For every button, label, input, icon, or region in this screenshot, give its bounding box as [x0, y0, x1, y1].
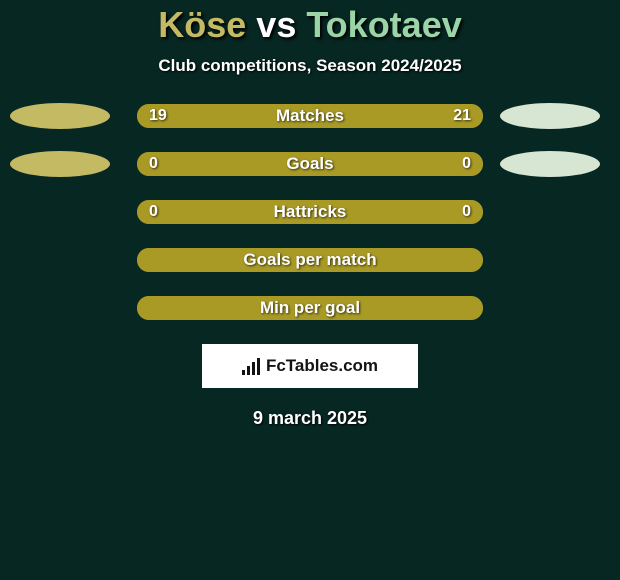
player2-ellipse-icon — [500, 103, 600, 129]
stat-label: Goals per match — [137, 250, 483, 270]
page-title: Köse vs Tokotaev — [158, 4, 461, 46]
player1-ellipse-icon — [10, 103, 110, 129]
title-player2: Tokotaev — [306, 4, 461, 45]
stat-label: Matches — [137, 106, 483, 126]
stat-bar: 00Goals — [137, 152, 483, 176]
player1-ellipse-icon — [10, 151, 110, 177]
stat-label: Goals — [137, 154, 483, 174]
stat-row: Goals per match — [0, 248, 620, 272]
date-text: 9 march 2025 — [253, 408, 367, 429]
stat-row: Min per goal — [0, 296, 620, 320]
player2-ellipse-icon — [500, 151, 600, 177]
bars-icon — [242, 357, 260, 375]
stats-rows: 1921Matches 00Goals 00Hattricks Goals per m… — [0, 104, 620, 320]
stat-label: Hattricks — [137, 202, 483, 222]
title-player1: Köse — [158, 4, 246, 45]
stat-label: Min per goal — [137, 298, 483, 318]
stat-row: 1921Matches — [0, 104, 620, 128]
stat-bar: 00Hattricks — [137, 200, 483, 224]
stat-bar: 1921Matches — [137, 104, 483, 128]
stat-bar: Min per goal — [137, 296, 483, 320]
stat-row: 00Hattricks — [0, 200, 620, 224]
subtitle: Club competitions, Season 2024/2025 — [158, 56, 461, 76]
brand-box: FcTables.com — [202, 344, 418, 388]
comparison-card: Köse vs Tokotaev Club competitions, Seas… — [0, 0, 620, 429]
brand-text: FcTables.com — [266, 356, 378, 376]
stat-row: 00Goals — [0, 152, 620, 176]
stat-bar: Goals per match — [137, 248, 483, 272]
title-vs: vs — [256, 4, 296, 45]
